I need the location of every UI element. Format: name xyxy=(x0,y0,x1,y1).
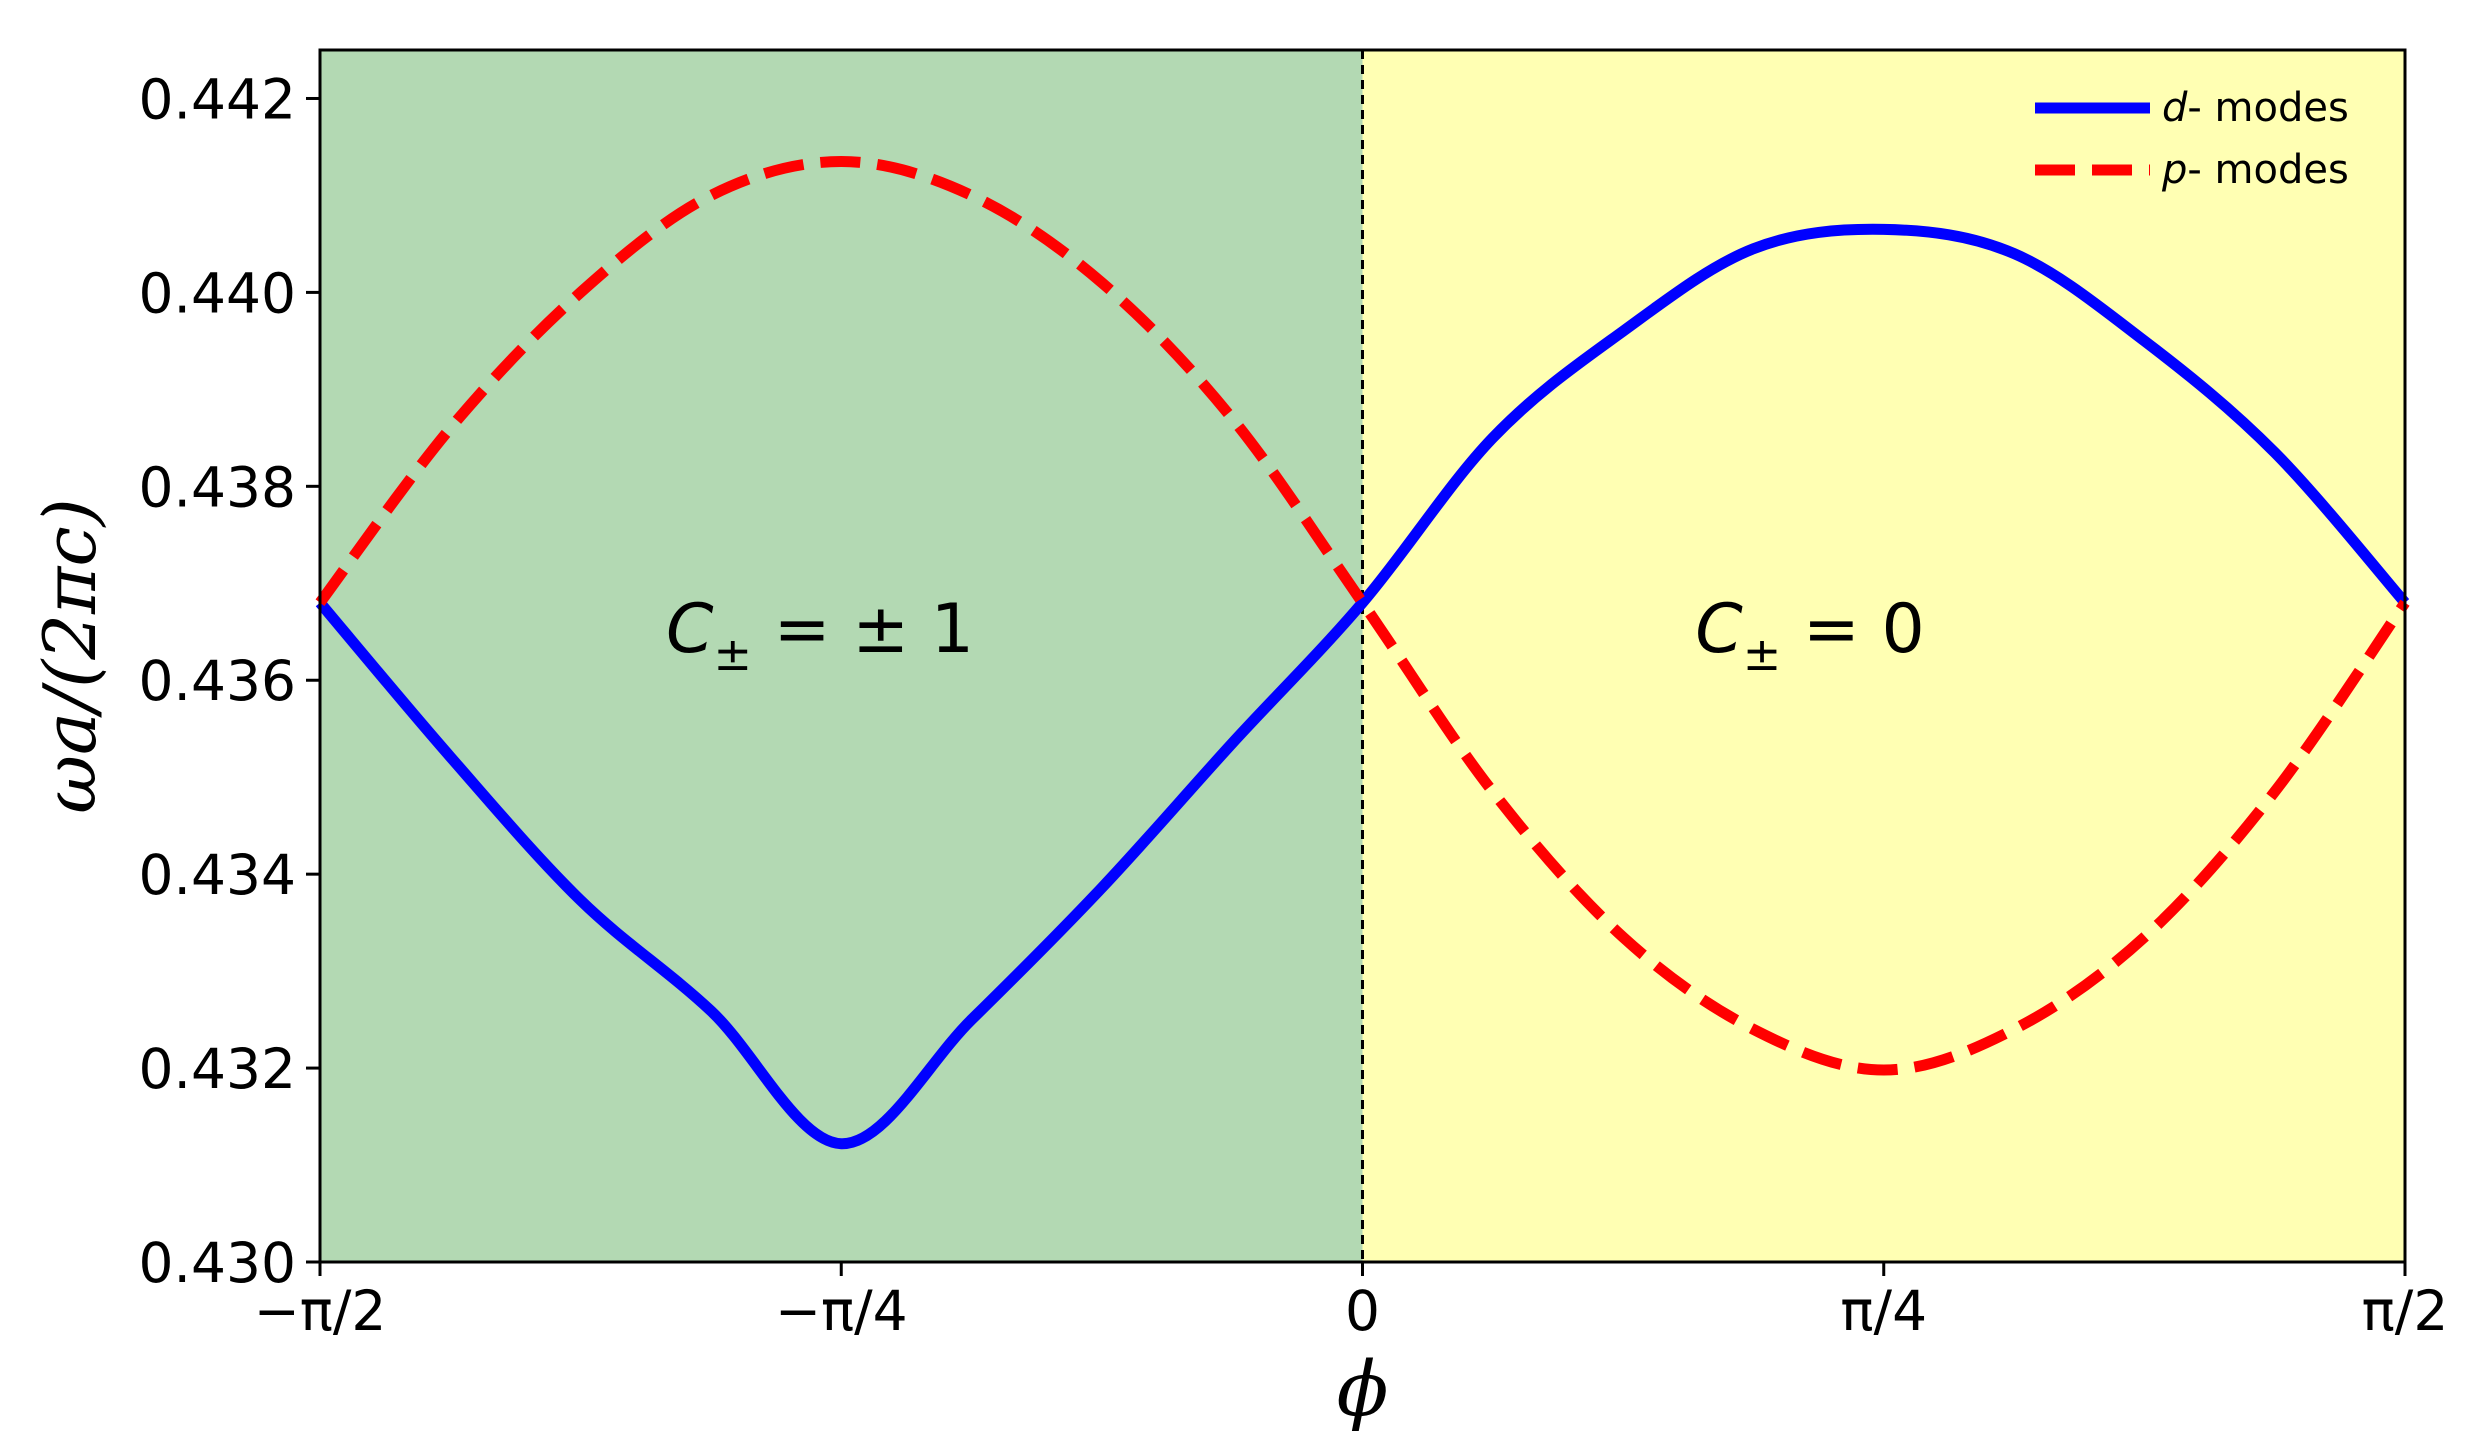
region-1 xyxy=(1362,50,2405,1262)
y-tick-label: 0.430 xyxy=(139,1231,296,1295)
x-axis-label: ϕ xyxy=(1337,1344,1389,1433)
legend-label-0: d- modes xyxy=(2162,85,2349,131)
y-tick-label: 0.434 xyxy=(139,843,296,907)
y-axis-label: ωa/(2πc) xyxy=(28,498,112,814)
y-tick-label: 0.436 xyxy=(139,649,296,713)
x-tick-label: 0 xyxy=(1345,1279,1380,1343)
x-tick-label: −π/2 xyxy=(254,1279,387,1343)
regions-layer xyxy=(320,50,2405,1262)
y-tick-label: 0.440 xyxy=(139,261,296,325)
x-tick-label: −π/4 xyxy=(775,1279,908,1343)
y-tick-label: 0.442 xyxy=(139,67,296,131)
series-layer xyxy=(315,156,2410,1150)
legend-label-1: p- modes xyxy=(2161,147,2349,193)
series-line-d-modes xyxy=(315,223,2410,1150)
region-label-1: C± = 0 xyxy=(1695,590,1925,681)
x-tick-label: π/2 xyxy=(2362,1279,2449,1343)
y-tick-label: 0.432 xyxy=(139,1037,296,1101)
series-line-p-modes xyxy=(315,156,2410,1076)
axes-layer: −π/2 −π/4 0 π/4 π/2 0.430 0.432 0.434 0.436 0.438… xyxy=(139,48,2449,1343)
x-tick-label: π/4 xyxy=(1840,1279,1927,1343)
region-0 xyxy=(320,50,1363,1262)
legend: d- modes p- modes xyxy=(2035,85,2349,193)
y-tick-label: 0.438 xyxy=(139,455,296,519)
labels-layer: ϕ ωa/(2πc) C± = ± 1 C± = 0 xyxy=(28,498,1925,1433)
region-label-0: C± = ± 1 xyxy=(666,590,974,681)
